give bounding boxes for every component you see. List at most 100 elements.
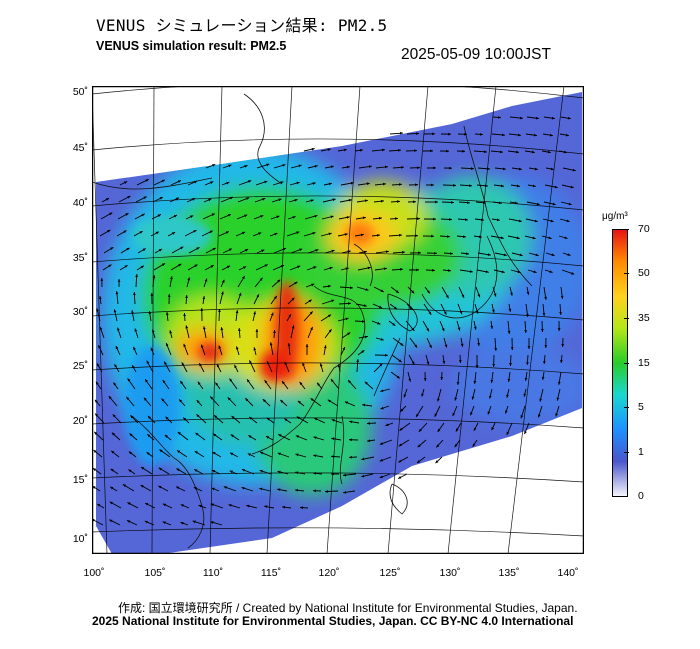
wind-arrow-head (429, 344, 432, 349)
wind-arrow-head (471, 167, 474, 170)
wind-arrow-head (519, 116, 523, 120)
wind-arrow-head (258, 232, 262, 235)
wind-arrow-head (165, 416, 169, 420)
wind-arrow-head (527, 346, 531, 349)
wind-arrow-head (131, 310, 134, 314)
wind-arrow-head (517, 133, 521, 137)
wind-arrow-head (490, 325, 494, 329)
wind-arrow-head (442, 360, 446, 364)
wind-arrow-head (567, 253, 571, 256)
colorbar-tick-mark (624, 363, 629, 364)
wind-arrow-head (246, 504, 250, 508)
wind-vector-field (91, 116, 576, 526)
wind-arrow-head (411, 327, 415, 331)
wind-arrow-head (262, 399, 266, 403)
wind-arrow-head (518, 219, 522, 223)
wind-arrow-head (148, 311, 152, 315)
wind-arrow-head (433, 166, 436, 170)
wind-arrow-head (428, 311, 432, 315)
wind-arrow-head (215, 382, 219, 386)
title-japanese: VENUS シミュレーション結果: PM2.5 (96, 16, 388, 35)
wind-arrow-head (347, 302, 351, 305)
wind-arrow-head (400, 408, 404, 412)
wind-arrow-head (145, 379, 148, 383)
lon-label: 140˚ (557, 567, 579, 579)
wind-arrow-head (134, 328, 138, 332)
wind-arrow-head (165, 342, 169, 347)
wind-arrow-head (141, 466, 145, 470)
wind-arrow-head (348, 380, 352, 384)
wind-arrow-head (400, 342, 404, 346)
wind-arrow-head (264, 380, 268, 384)
wind-arrow-head (561, 344, 565, 347)
wind-arrow-head (327, 284, 331, 288)
wind-arrow-head (302, 362, 305, 366)
wind-arrow-head (362, 403, 366, 407)
wind-arrow-head (379, 475, 383, 479)
wind-arrow-head (161, 263, 166, 266)
wind-arrow-head (221, 279, 225, 283)
wind-arrow-head (183, 343, 187, 348)
wind-arrow-head (248, 180, 252, 183)
wind-arrow-head (462, 235, 466, 239)
wind-arrow-head (143, 196, 147, 200)
wind-arrow-head (204, 278, 208, 282)
wind-arrow-head (445, 295, 449, 299)
wind-arrow-head (313, 472, 317, 475)
wind-arrow-head (296, 231, 300, 235)
wind-arrow-head (95, 381, 99, 385)
wind-arrow-head (220, 327, 224, 331)
wind-arrow-head (248, 435, 252, 439)
wind-arrow-head (466, 201, 470, 205)
wind-arrow-head (498, 201, 502, 205)
wind-arrow-head (122, 484, 127, 488)
wind-arrow-head (208, 198, 212, 202)
wind-arrow-head (550, 219, 554, 223)
wind-arrow-head (125, 213, 129, 216)
wind-arrow-head (292, 216, 296, 219)
map-svg (91, 81, 585, 555)
wind-arrow-head (541, 376, 545, 380)
wind-arrow-head (475, 310, 479, 314)
wind-arrow-head (211, 487, 215, 491)
wind-arrow-head (209, 230, 213, 234)
wind-arrow-head (459, 311, 463, 315)
wind-arrow-head (99, 326, 103, 330)
wind-arrow-head (280, 265, 284, 268)
wind-arrow-head (176, 468, 180, 472)
wind-arrow-head (212, 451, 216, 455)
wind-arrow-head (349, 286, 353, 290)
wind-arrow-head (379, 363, 383, 367)
wind-arrow-head (282, 380, 285, 385)
wind-arrow-head (348, 198, 352, 202)
lat-label: 20˚ (72, 415, 88, 427)
wind-arrow-head (470, 412, 473, 416)
wind-arrow-head (500, 184, 504, 188)
wind-arrow-head (277, 488, 281, 492)
wind-arrow-head (473, 427, 477, 431)
wind-arrow-head (330, 378, 334, 383)
wind-arrow-head (259, 487, 263, 491)
wind-arrow-head (456, 381, 460, 385)
wind-arrow-head (549, 270, 553, 273)
wind-arrow-head (277, 452, 281, 456)
wind-arrow-head (421, 393, 424, 397)
wind-arrow-head (170, 276, 173, 280)
wind-arrow-head (536, 202, 540, 206)
wind-arrow-head (305, 344, 309, 347)
wind-arrow-head (145, 503, 149, 506)
wind-arrow-head (380, 289, 384, 292)
lon-label: 105˚ (144, 567, 166, 579)
wind-arrow-head (418, 251, 421, 255)
wind-arrow-head (158, 467, 162, 471)
wind-arrow-head (280, 399, 284, 403)
wind-arrow-head (554, 185, 558, 189)
lon-label: 115˚ (260, 567, 282, 579)
wind-arrow-head (210, 265, 214, 268)
colorbar-tick-mark (624, 318, 629, 319)
wind-arrow-head (310, 199, 314, 203)
wind-arrow-head (241, 486, 245, 490)
wind-arrow-head (229, 470, 233, 474)
wind-arrow-head (110, 486, 114, 490)
wind-arrow-head (416, 268, 419, 272)
